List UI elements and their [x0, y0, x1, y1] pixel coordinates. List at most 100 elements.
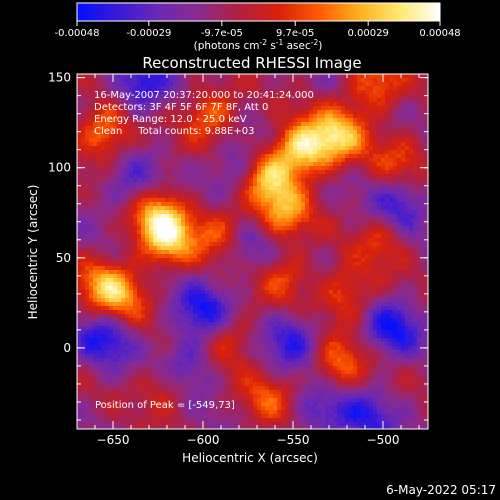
- heatmap-cell: [257, 102, 262, 107]
- heatmap-cell: [177, 194, 182, 199]
- heatmap-cell: [397, 230, 402, 235]
- heatmap-cell: [233, 286, 238, 291]
- heatmap-cell: [105, 198, 110, 203]
- heatmap-cell: [393, 126, 398, 131]
- heatmap-cell: [209, 278, 214, 283]
- heatmap-cell: [297, 122, 302, 127]
- heatmap-cell: [205, 190, 210, 195]
- heatmap-cell: [409, 90, 414, 95]
- heatmap-cell: [325, 170, 330, 175]
- heatmap-cell: [381, 138, 386, 143]
- heatmap-cell: [365, 218, 370, 223]
- heatmap-cell: [393, 82, 398, 87]
- heatmap-cell: [185, 102, 190, 107]
- heatmap-cell: [145, 142, 150, 147]
- heatmap-cell: [349, 198, 354, 203]
- heatmap-cell: [333, 250, 338, 255]
- heatmap-cell: [293, 78, 298, 83]
- heatmap-cell: [281, 298, 286, 303]
- heatmap-cell: [337, 150, 342, 155]
- heatmap-cell: [221, 214, 226, 219]
- heatmap-cell: [217, 250, 222, 255]
- heatmap-cell: [393, 86, 398, 91]
- heatmap-cell: [365, 274, 370, 279]
- heatmap-cell: [313, 258, 318, 263]
- heatmap-cell: [409, 146, 414, 151]
- heatmap-cell: [265, 126, 270, 131]
- heatmap-cell: [85, 82, 90, 87]
- heatmap-cell: [385, 106, 390, 111]
- heatmap-cell: [181, 178, 186, 183]
- heatmap-cell: [281, 274, 286, 279]
- heatmap-cell: [125, 118, 130, 123]
- heatmap-cell: [85, 206, 90, 211]
- heatmap-cell: [353, 142, 358, 147]
- heatmap-cell: [357, 166, 362, 171]
- heatmap-cell: [105, 238, 110, 243]
- heatmap-cell: [409, 130, 414, 135]
- heatmap-cell: [417, 86, 422, 91]
- heatmap-cell: [109, 150, 114, 155]
- heatmap-cell: [249, 130, 254, 135]
- heatmap-cell: [161, 82, 166, 87]
- heatmap-cell: [401, 98, 406, 103]
- heatmap-cell: [129, 162, 134, 167]
- heatmap-cell: [149, 222, 154, 227]
- heatmap-cell: [357, 250, 362, 255]
- heatmap-cell: [125, 94, 130, 99]
- heatmap-cell: [101, 274, 106, 279]
- heatmap-cell: [321, 170, 326, 175]
- heatmap-cell: [341, 190, 346, 195]
- heatmap-cell: [293, 242, 298, 247]
- heatmap-cell: [425, 230, 428, 235]
- heatmap-cell: [393, 226, 398, 231]
- heatmap-cell: [157, 126, 162, 131]
- heatmap-cell: [117, 210, 122, 215]
- heatmap-cell: [373, 254, 378, 259]
- heatmap-cell: [261, 270, 266, 275]
- heatmap-cell: [89, 206, 94, 211]
- heatmap-cell: [165, 258, 170, 263]
- heatmap-cell: [285, 242, 290, 247]
- heatmap-cell: [209, 274, 214, 279]
- heatmap-cell: [205, 294, 210, 299]
- heatmap-cell: [393, 210, 398, 215]
- heatmap-cell: [369, 194, 374, 199]
- heatmap-cell: [193, 274, 198, 279]
- heatmap-cell: [237, 230, 242, 235]
- heatmap-cell: [209, 222, 214, 227]
- heatmap-cell: [405, 226, 410, 231]
- heatmap-cell: [257, 146, 262, 151]
- heatmap-cell: [109, 258, 114, 263]
- heatmap-cell: [217, 246, 222, 251]
- heatmap-cell: [93, 86, 98, 91]
- heatmap-cell: [89, 250, 94, 255]
- heatmap-cell: [285, 238, 290, 243]
- heatmap-cell: [405, 130, 410, 135]
- heatmap-cell: [385, 150, 390, 155]
- heatmap-cell: [249, 190, 254, 195]
- heatmap-cell: [165, 174, 170, 179]
- heatmap-cell: [129, 218, 134, 223]
- heatmap-cell: [121, 222, 126, 227]
- heatmap-cell: [365, 186, 370, 191]
- heatmap-cell: [381, 266, 386, 271]
- heatmap-cell: [93, 162, 98, 167]
- heatmap-cell: [221, 106, 226, 111]
- heatmap-cell: [309, 262, 314, 267]
- heatmap-cell: [417, 82, 422, 87]
- heatmap-cell: [309, 126, 314, 131]
- heatmap-cell: [217, 78, 222, 83]
- heatmap-cell: [169, 262, 174, 267]
- heatmap-cell: [213, 230, 218, 235]
- heatmap-cell: [253, 130, 258, 135]
- heatmap-cell: [217, 166, 222, 171]
- heatmap-cell: [341, 218, 346, 223]
- heatmap-cell: [249, 194, 254, 199]
- heatmap-cell: [237, 262, 242, 267]
- heatmap-cell: [105, 162, 110, 167]
- heatmap-cell: [145, 194, 150, 199]
- heatmap-cell: [353, 130, 358, 135]
- heatmap-cell: [313, 110, 318, 115]
- heatmap-cell: [309, 246, 314, 251]
